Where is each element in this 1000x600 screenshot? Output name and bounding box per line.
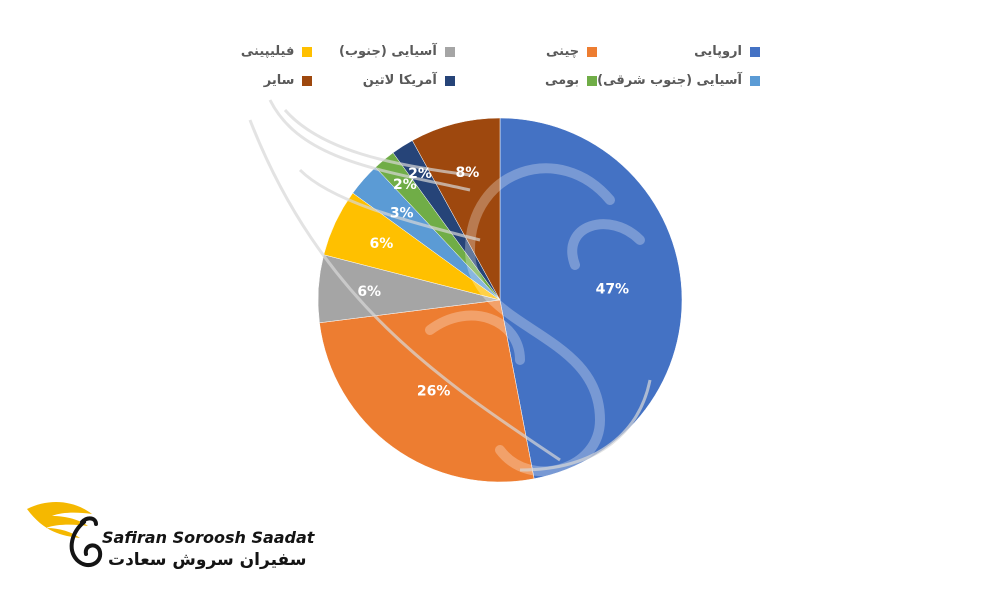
legend-swatch-7	[302, 75, 313, 86]
brand-logo: Safiran Soroosh Saadat سفیران سروش سعادت	[22, 494, 314, 584]
legend-item-5: بومی	[455, 73, 598, 88]
pie-value-label-6: 2%	[408, 166, 432, 182]
pie-value-label-1: 26%	[417, 383, 451, 399]
legend-item-6: آمریکا لاتین	[312, 73, 455, 88]
legend-swatch-3	[302, 46, 313, 57]
pie-value-labels: 47% 26% 6% 6% 3% 2%2% 8%	[357, 165, 629, 399]
legend-label-1: چینی	[546, 44, 580, 59]
chart-legend: اروپایی چینی آسیایی (جنوب) فیلیپینی آسیایی (…	[170, 44, 760, 88]
legend-item-3: فیلیپینی	[170, 44, 313, 59]
legend-swatch-6	[444, 75, 455, 86]
pie-value-label-7: 8%	[456, 165, 480, 181]
legend-swatch-4	[750, 75, 760, 86]
swan-wing-logo-icon	[27, 502, 103, 568]
legend-label-7: سایر	[263, 73, 295, 88]
legend-item-4: آسیایی (جنوب شرقی)	[597, 73, 760, 88]
legend-swatch-1	[587, 46, 598, 57]
legend-item-7: سایر	[170, 73, 313, 88]
pie-value-label-5: 2%	[393, 177, 417, 193]
brand-name-persian: سفیران سروش سعادت	[108, 550, 307, 570]
pie-slice-7	[411, 117, 501, 301]
pie-value-label-4: 3%	[390, 205, 414, 221]
legend-label-5: بومی	[544, 73, 580, 88]
legend-label-0: اروپایی	[694, 44, 742, 59]
pie-value-label-3: 6%	[370, 236, 394, 252]
pie-value-label-2: 6%	[357, 284, 381, 300]
legend-label-6: آمریکا لاتین	[362, 73, 437, 88]
legend-swatch-0	[750, 46, 760, 57]
legend-item-1: چینی	[455, 44, 598, 59]
pie-value-label-0: 47%	[596, 281, 630, 297]
legend-swatch-2	[444, 46, 455, 57]
legend-label-4: آسیایی (جنوب شرقی)	[597, 73, 742, 88]
legend-item-0: اروپایی	[597, 44, 760, 59]
legend-label-3: فیلیپینی	[240, 44, 295, 59]
legend-label-2: آسیایی (جنوب)	[339, 44, 437, 59]
brand-name-english: Safiran Soroosh Saadat	[102, 528, 315, 547]
pie-slice-1	[319, 299, 535, 483]
wing-watermark-icon	[248, 99, 652, 472]
legend-swatch-5	[587, 75, 598, 86]
watermark-swan-icon	[425, 163, 645, 477]
legend-item-2: آسیایی (جنوب)	[312, 44, 455, 59]
